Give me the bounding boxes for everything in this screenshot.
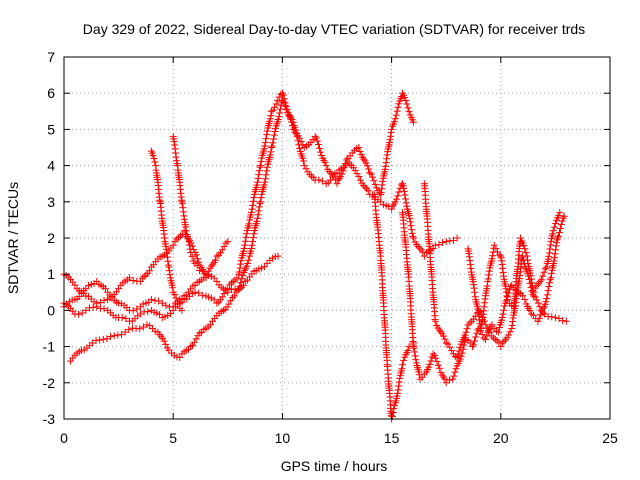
y-tick-label: 4 — [47, 158, 55, 174]
series-track-9 — [420, 180, 570, 361]
x-tick-label: 25 — [602, 430, 618, 446]
chart-title: Day 329 of 2022, Sidereal Day-to-day VTE… — [83, 21, 585, 37]
y-tick-label: 6 — [47, 85, 55, 101]
data-points — [60, 89, 570, 423]
series-track-8 — [399, 209, 568, 387]
y-tick-label: 0 — [47, 302, 55, 318]
y-tick-label: 5 — [47, 121, 55, 137]
grid — [64, 57, 610, 419]
x-axis-label: GPS time / hours — [281, 458, 388, 474]
y-tick-label: 1 — [47, 266, 55, 282]
x-tick-label: 15 — [384, 430, 400, 446]
x-tick-label: 0 — [60, 430, 68, 446]
series-track-3 — [67, 252, 282, 365]
y-axis-label: SDTVAR / TECUs — [5, 182, 21, 294]
y-tick-label: -3 — [43, 411, 56, 427]
series-track-6 — [169, 133, 203, 275]
y-tick-label: -1 — [43, 339, 56, 355]
axis-ticks: 0 5 10 15 20 25 -3 -2 -1 0 1 2 3 4 5 6 7 — [43, 49, 618, 446]
series-track-5 — [147, 147, 186, 314]
series-track-7 — [370, 191, 417, 423]
y-tick-label: 7 — [47, 49, 55, 65]
x-tick-label: 5 — [169, 430, 177, 446]
y-tick-label: 2 — [47, 230, 55, 246]
series-track-10 — [464, 209, 564, 332]
x-tick-label: 20 — [493, 430, 509, 446]
y-tick-label: -2 — [43, 375, 56, 391]
y-tick-label: 3 — [47, 194, 55, 210]
series-track-4 — [60, 227, 232, 307]
x-tick-label: 10 — [275, 430, 291, 446]
